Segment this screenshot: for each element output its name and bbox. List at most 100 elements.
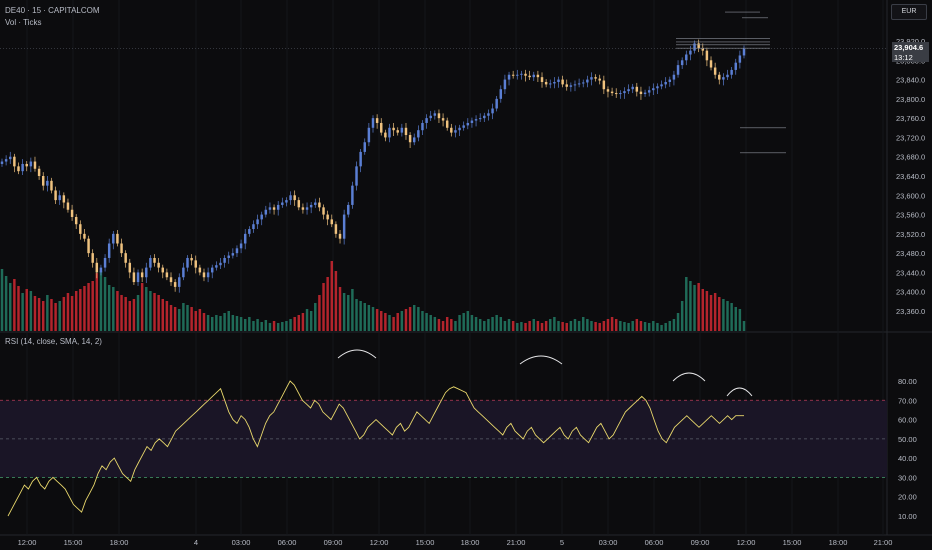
- candle-body: [227, 255, 230, 258]
- candle-body: [268, 207, 272, 210]
- volume-bar: [128, 301, 132, 331]
- volume-bar: [252, 321, 255, 331]
- candle-body: [157, 262, 160, 268]
- candle-body: [219, 262, 222, 266]
- candle-body: [709, 60, 713, 68]
- volume-bar: [330, 261, 334, 331]
- volume-bar: [524, 323, 527, 331]
- rsi-indicator-label[interactable]: RSI (14, close, SMA, 14, 2): [5, 337, 102, 346]
- currency-button[interactable]: EUR: [891, 4, 927, 20]
- candle-body: [404, 127, 408, 136]
- volume-bar: [734, 307, 737, 331]
- volume-bar: [441, 321, 445, 331]
- volume-bar: [668, 321, 672, 331]
- candle-body: [565, 84, 568, 87]
- volume-bar: [561, 322, 564, 331]
- candle-body: [726, 74, 729, 78]
- volume-bar: [520, 322, 523, 331]
- volume-bar: [445, 317, 449, 331]
- time-tick-label: 15:00: [416, 538, 435, 547]
- time-tick-label: 09:00: [324, 538, 343, 547]
- price-axis[interactable]: 23,920.023,880.023,840.023,800.023,760.0…: [896, 37, 925, 316]
- candle-body: [252, 224, 255, 230]
- candle-body: [178, 277, 181, 287]
- volume-bar: [223, 313, 226, 331]
- candle-body: [478, 118, 482, 120]
- volume-bar: [182, 303, 185, 331]
- time-tick-label: 03:00: [232, 538, 251, 547]
- volume-bar: [528, 321, 531, 331]
- volume-bar: [322, 283, 325, 331]
- candle-body: [470, 120, 474, 123]
- candle-body: [239, 243, 243, 249]
- volume-bar: [264, 320, 268, 331]
- candle-body: [169, 277, 173, 283]
- candle-body: [421, 122, 424, 131]
- volume-bar: [309, 311, 313, 331]
- volume-bar: [437, 319, 441, 331]
- volume-indicator-label[interactable]: Vol · Ticks: [5, 18, 42, 27]
- candle-body: [450, 127, 453, 133]
- volume-bar: [178, 309, 181, 331]
- volume-bar: [631, 321, 634, 331]
- candle-body: [491, 108, 494, 114]
- volume-bar: [21, 293, 24, 331]
- candle-body: [190, 257, 193, 261]
- volume-bar: [161, 299, 165, 331]
- candle-body: [495, 98, 498, 109]
- volume-bar: [256, 319, 259, 331]
- candle-body: [37, 168, 41, 176]
- time-axis[interactable]: 12:00 15:00 18:00 4 03:00 06:00 09:00 12:00 15:0…: [18, 538, 893, 547]
- candle-body: [511, 74, 515, 76]
- candle-body: [643, 92, 647, 95]
- candle-body: [396, 130, 399, 133]
- price-tick-label: 23,720.0: [896, 133, 925, 142]
- volume-bar: [79, 289, 82, 331]
- volume-bar: [54, 303, 57, 331]
- candle-body: [297, 200, 301, 208]
- volume-bar: [412, 305, 416, 331]
- symbol-title[interactable]: DE40 · 15 · CAPITALCOM: [5, 6, 100, 15]
- volume-bar: [581, 317, 585, 331]
- candle-body: [639, 91, 643, 95]
- time-tick-label: 21:00: [874, 538, 893, 547]
- candle-body: [557, 79, 560, 82]
- volume-bar: [478, 319, 482, 331]
- price-tick-label: 23,400.0: [896, 288, 925, 297]
- candle-body: [136, 272, 140, 283]
- candle-body: [120, 243, 123, 254]
- candle-body: [668, 79, 672, 82]
- volume-bar: [62, 297, 66, 331]
- volume-bar: [305, 309, 309, 331]
- volume-bar: [314, 303, 317, 331]
- candle-body: [408, 135, 412, 143]
- candle-body: [433, 113, 437, 116]
- candle-body: [627, 89, 630, 92]
- volume-bar: [610, 317, 614, 331]
- candle-body: [363, 142, 366, 152]
- candle-body: [520, 73, 523, 75]
- drawings: [0, 11, 887, 397]
- candle-body: [186, 257, 189, 268]
- time-tick-label: 03:00: [599, 538, 618, 547]
- volume-bar: [363, 303, 366, 331]
- volume-bar: [334, 271, 338, 331]
- candle-body: [701, 48, 705, 51]
- volume-bar: [693, 285, 696, 331]
- candle-body: [441, 118, 445, 121]
- volume-bar: [573, 319, 577, 331]
- candle-body: [536, 74, 540, 78]
- candle-body: [351, 185, 354, 205]
- volume-bar: [70, 296, 74, 331]
- volume-bar: [120, 295, 123, 331]
- volume-bar: [495, 315, 498, 331]
- volume-bar: [198, 309, 202, 331]
- rsi-axis[interactable]: 80.00 70.00 60.00 50.00 40.00 30.00 20.00 10.00: [898, 377, 917, 521]
- candle-body: [70, 209, 74, 217]
- volume-bar: [577, 321, 581, 331]
- volume-bar: [466, 311, 470, 331]
- candle-body: [647, 90, 651, 93]
- volume-bar: [713, 293, 717, 331]
- volume-bar: [404, 309, 408, 331]
